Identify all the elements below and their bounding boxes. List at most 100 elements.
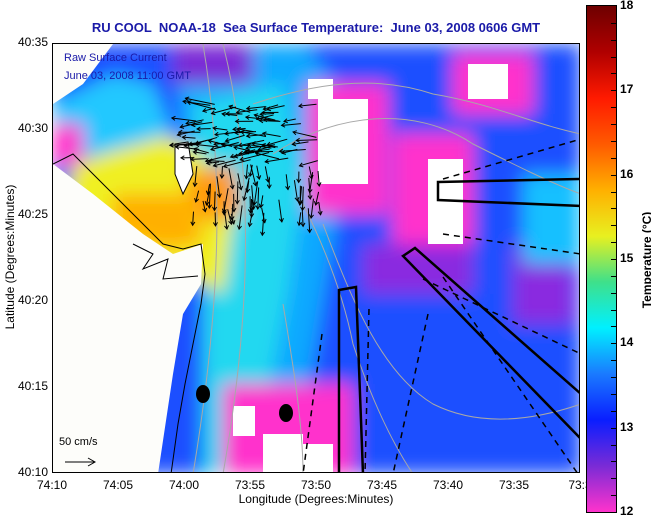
current-vector-arrow (228, 168, 234, 189)
current-vector-arrowhead (221, 211, 227, 216)
current-vector-arrowhead (285, 185, 291, 191)
current-vector-arrowhead (194, 198, 199, 203)
y-tick-label: 40:25 (17, 207, 48, 221)
colorbar-minor-tick (611, 326, 616, 328)
current-vector-arrowhead (257, 146, 263, 152)
current-vector-arrowhead (256, 175, 262, 181)
current-vector-arrowhead (266, 106, 272, 112)
current-vector-arrowhead (239, 129, 245, 135)
current-vector-arrow (240, 152, 270, 161)
current-vector-arrowhead (238, 150, 244, 156)
current-vector-arrow (299, 160, 318, 167)
current-vector-arrow (225, 134, 245, 142)
current-vector-arrowhead (205, 190, 211, 196)
current-vector-arrowhead (247, 222, 253, 228)
current-vector-arrowhead (221, 208, 227, 214)
current-vector-arrowhead (224, 225, 230, 230)
x-tick-label: 73:55 (234, 478, 266, 492)
current-vector-arrow (192, 211, 194, 226)
current-vector-arrowhead (192, 149, 198, 155)
current-vector-arrowhead (206, 204, 212, 210)
current-vector-arrowhead (214, 131, 219, 137)
x-tick-label: 73:3 (568, 478, 592, 492)
current-vector-arrow (223, 208, 228, 230)
current-vector-arrow (255, 152, 280, 160)
current-vector-arrowhead (251, 141, 256, 147)
current-vector-arrow (208, 160, 225, 162)
current-vector-arrowhead (249, 206, 255, 212)
current-vector-arrowhead (204, 158, 210, 163)
current-vector-arrowhead (244, 114, 250, 120)
current-vector-arrowhead (201, 107, 207, 113)
current-vector-arrowhead (295, 137, 301, 143)
current-vector-arrow (245, 150, 273, 153)
colorbar-minor-tick (611, 225, 616, 227)
chart-title: RU COOL NOAA-18 Sea Surface Temperature:… (91, 20, 541, 35)
x-tick-label: 73:50 (300, 478, 332, 492)
current-vector-arrowhead (264, 158, 270, 164)
colorbar-minor-tick (611, 309, 616, 311)
current-vector-arrow (213, 127, 228, 131)
current-vector-arrowhead (185, 120, 191, 126)
colorbar-minor-tick (611, 393, 616, 395)
current-vector-arrowhead (210, 146, 215, 152)
current-vector-arrowhead (291, 141, 297, 147)
current-vector-arrow (281, 123, 301, 126)
current-vector-arrow (228, 105, 251, 113)
current-vector-arrowhead (237, 225, 242, 231)
current-vector-arrow (180, 121, 203, 128)
current-vector-arrowhead (216, 193, 222, 199)
colorbar-minor-tick (611, 427, 616, 429)
current-vector-arrowhead (297, 103, 303, 109)
current-vector-arrowhead (253, 113, 259, 119)
current-vector-arrow (182, 136, 196, 139)
current-vector-arrowhead (182, 99, 187, 105)
current-vector-arrowhead (222, 163, 228, 169)
current-vector-arrowhead (292, 130, 298, 136)
current-vector-arrow (208, 140, 233, 147)
current-vector-arrow (236, 181, 239, 204)
current-vector-arrow (299, 186, 303, 206)
colorbar-minor-tick (611, 157, 616, 159)
current-vector-arrow (263, 104, 279, 110)
sst-east-cyan (523, 174, 579, 264)
current-vector-arrowhead (245, 105, 251, 111)
x-tick-label: 74:05 (102, 478, 134, 492)
current-vector-arrowhead (260, 231, 266, 237)
current-vector-arrow (265, 157, 289, 163)
current-vector-arrow (238, 205, 243, 230)
current-vector-arrowhead (179, 124, 185, 129)
current-vector-arrowhead (229, 215, 235, 221)
current-vector-arrow (292, 131, 317, 138)
map-plot-area (52, 43, 580, 473)
current-vector-arrowhead (212, 125, 217, 131)
current-vector-arrowhead (238, 185, 244, 191)
current-vector-arrowhead (283, 118, 288, 124)
cloud-mask-2 (468, 64, 508, 99)
cloud-mask-1 (318, 99, 368, 184)
current-vector-arrow (264, 166, 269, 183)
current-vector-arrow (245, 116, 271, 121)
current-vector-arrowhead (242, 196, 248, 202)
current-vector-arrowhead (229, 184, 235, 190)
current-vector-arrow (261, 207, 266, 223)
current-vector-arrowhead (187, 141, 193, 147)
y-tick-label: 40:15 (17, 379, 48, 393)
current-vector-arrowhead (212, 162, 218, 168)
current-vector-arrow (240, 131, 267, 137)
current-vector-arrowhead (245, 133, 251, 139)
current-vector-arrowhead (308, 214, 314, 220)
current-vector-arrowhead (307, 228, 313, 234)
current-vector-arrowhead (266, 141, 272, 147)
current-vector-arrow (293, 180, 299, 201)
current-vector-arrowhead (244, 174, 250, 180)
current-vector-arrowhead (225, 111, 230, 117)
colorbar-minor-tick (611, 107, 616, 109)
current-vector-arrowhead (190, 221, 196, 227)
land-north (53, 44, 113, 104)
colorbar-tick-label: 13 (620, 419, 634, 434)
cloud-mask-4 (233, 406, 255, 436)
colorbar-minor-tick (611, 73, 616, 75)
current-vector-arrow (190, 158, 207, 160)
x-tick-label: 74:00 (168, 478, 200, 492)
